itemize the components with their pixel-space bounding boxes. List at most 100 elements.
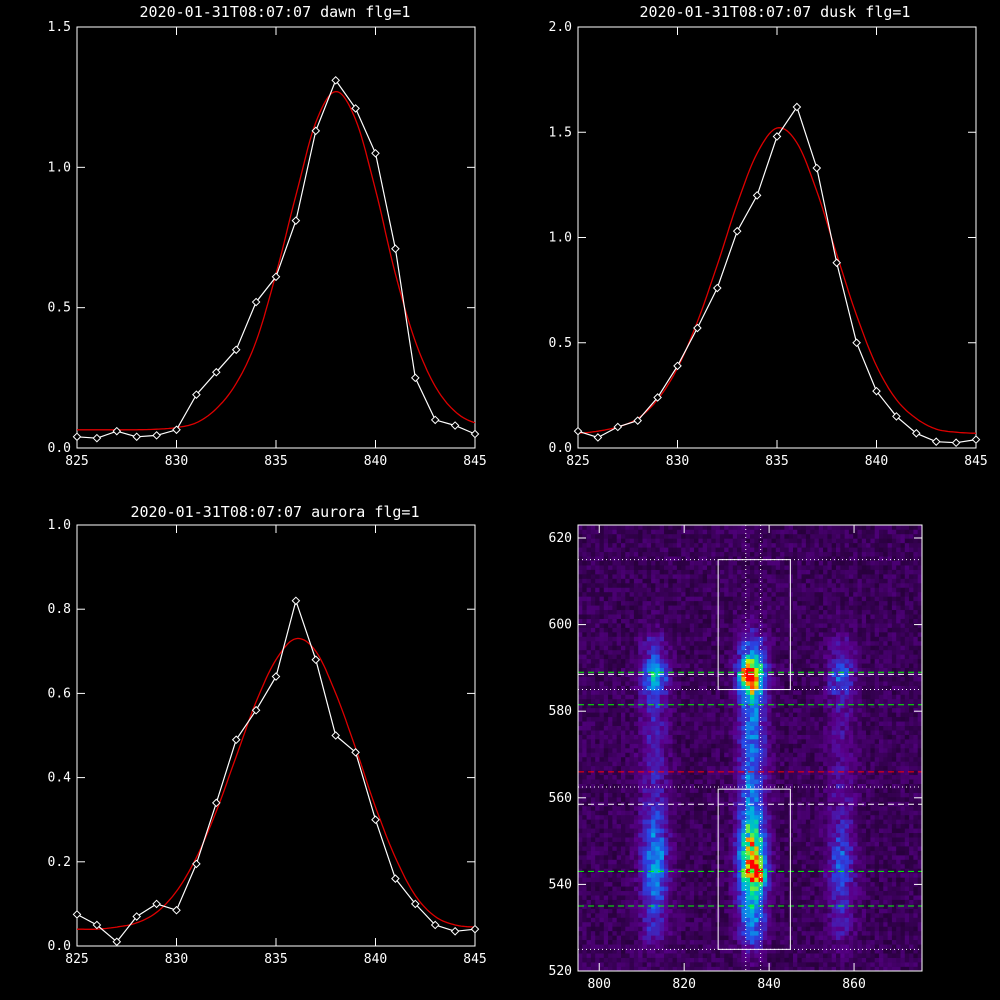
data-point bbox=[613, 422, 623, 432]
heatmap-cell bbox=[685, 578, 691, 584]
heatmap-cell bbox=[646, 734, 652, 740]
heatmap-cell bbox=[655, 748, 660, 753]
heatmap-cell bbox=[668, 654, 673, 660]
heatmap-cell bbox=[590, 774, 596, 780]
heatmap-cell bbox=[767, 587, 772, 593]
heatmap-cell bbox=[616, 658, 622, 664]
heatmap-cell bbox=[780, 556, 785, 561]
heatmap-cell bbox=[616, 730, 622, 735]
heatmap-cell bbox=[771, 551, 777, 557]
heatmap-cell bbox=[603, 899, 609, 905]
heatmap-cell bbox=[599, 832, 605, 838]
heatmap-cell bbox=[672, 899, 678, 905]
heatmap-cell bbox=[651, 716, 656, 722]
heatmap-cell bbox=[702, 712, 708, 718]
heatmap-cell bbox=[590, 627, 596, 633]
heatmap-cell bbox=[724, 533, 729, 539]
heatmap-cell bbox=[586, 587, 592, 593]
heatmap-cell bbox=[719, 962, 725, 967]
heatmap-cell bbox=[698, 618, 703, 624]
heatmap-cell bbox=[737, 748, 742, 753]
heatmap-cell bbox=[758, 632, 764, 637]
heatmap-cell bbox=[780, 868, 785, 874]
heatmap-cell bbox=[590, 917, 596, 923]
heatmap-cell bbox=[707, 743, 712, 749]
heatmap-cell bbox=[724, 547, 729, 553]
heatmap-cell bbox=[762, 658, 768, 664]
heatmap-cell bbox=[599, 948, 605, 954]
heatmap-cell bbox=[780, 792, 785, 798]
heatmap-cell bbox=[745, 828, 751, 834]
heatmap-cell bbox=[672, 730, 678, 735]
heatmap-cell bbox=[586, 676, 592, 682]
heatmap-cell bbox=[741, 640, 746, 646]
heatmap-cell bbox=[603, 944, 609, 949]
heatmap-cell bbox=[578, 614, 583, 619]
heatmap-cell bbox=[616, 698, 622, 704]
heatmap-cell bbox=[711, 765, 716, 771]
heatmap-cell bbox=[689, 890, 695, 896]
heatmap-cell bbox=[724, 846, 729, 851]
heatmap-cell bbox=[651, 565, 656, 570]
heatmap-cell bbox=[775, 649, 781, 655]
heatmap-cell bbox=[698, 953, 703, 958]
heatmap-cell bbox=[621, 654, 626, 660]
heatmap-cell bbox=[655, 779, 660, 784]
heatmap-cell bbox=[681, 623, 686, 628]
heatmap-cell bbox=[651, 944, 656, 949]
heatmap-cell bbox=[775, 743, 781, 749]
heatmap-cell bbox=[745, 895, 751, 900]
heatmap-cell bbox=[750, 533, 755, 539]
heatmap-cell bbox=[655, 596, 660, 602]
heatmap-cell bbox=[659, 551, 665, 557]
heatmap-cell bbox=[681, 944, 686, 949]
heatmap-cell bbox=[664, 841, 669, 847]
heatmap-cell bbox=[719, 805, 725, 811]
heatmap-cell bbox=[633, 837, 639, 842]
heatmap-cell bbox=[707, 627, 712, 633]
heatmap-cell bbox=[780, 596, 785, 602]
heatmap-cell bbox=[698, 725, 703, 731]
heatmap-cell bbox=[694, 944, 699, 949]
heatmap-cell bbox=[737, 525, 742, 530]
heatmap-cell bbox=[689, 774, 695, 780]
heatmap-cell bbox=[698, 899, 703, 905]
heatmap-cell bbox=[625, 582, 630, 588]
x-tick-label: 835 bbox=[765, 454, 788, 469]
heatmap-cell bbox=[608, 930, 613, 936]
heatmap-cell bbox=[655, 904, 660, 909]
heatmap-cell bbox=[582, 734, 587, 740]
heatmap-cell bbox=[664, 770, 669, 776]
heatmap-cell bbox=[603, 895, 609, 900]
heatmap-cell bbox=[659, 823, 665, 829]
heatmap-cell bbox=[715, 774, 721, 780]
heatmap-cell bbox=[754, 698, 759, 704]
heatmap-cell bbox=[745, 926, 751, 932]
heatmap-cell bbox=[612, 779, 617, 784]
heatmap-cell bbox=[638, 774, 643, 780]
heatmap-cell bbox=[672, 863, 678, 869]
heatmap-cell bbox=[629, 953, 635, 958]
heatmap-cell bbox=[642, 895, 648, 900]
heatmap-cell bbox=[595, 663, 600, 669]
heatmap-cell bbox=[780, 538, 785, 544]
heatmap-cell bbox=[775, 805, 781, 811]
heatmap-cell bbox=[698, 734, 703, 740]
heatmap-cell bbox=[698, 600, 703, 606]
heatmap-cell bbox=[775, 707, 781, 713]
heatmap-cell bbox=[698, 707, 703, 713]
heatmap-cell bbox=[603, 725, 609, 731]
heatmap-cell bbox=[664, 560, 669, 566]
heatmap-cell bbox=[621, 618, 626, 624]
heatmap-cell bbox=[737, 863, 742, 869]
heatmap-cell bbox=[578, 640, 583, 646]
heatmap-cell bbox=[608, 850, 613, 856]
heatmap-cell bbox=[711, 957, 716, 963]
heatmap-cell bbox=[750, 569, 755, 575]
heatmap-cell bbox=[745, 846, 751, 851]
heatmap-cell bbox=[578, 556, 583, 561]
heatmap-cell bbox=[612, 725, 617, 731]
heatmap-cell bbox=[702, 917, 708, 923]
heatmap-cell bbox=[737, 574, 742, 579]
heatmap-cell bbox=[771, 730, 777, 735]
